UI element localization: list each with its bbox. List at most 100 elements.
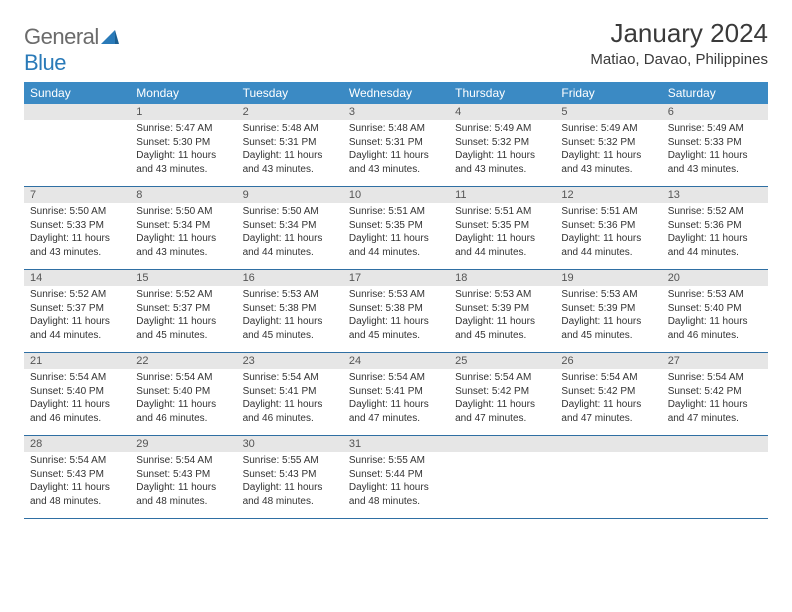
daylight-text: Daylight: 11 hours and 47 minutes. — [561, 398, 655, 425]
day-body: Sunrise: 5:54 AMSunset: 5:40 PMDaylight:… — [24, 369, 130, 435]
week-row: 21Sunrise: 5:54 AMSunset: 5:40 PMDayligh… — [24, 353, 768, 436]
day-body: Sunrise: 5:51 AMSunset: 5:35 PMDaylight:… — [343, 203, 449, 269]
week-row: 1Sunrise: 5:47 AMSunset: 5:30 PMDaylight… — [24, 104, 768, 187]
week-row: 7 Sunrise: 5:50 AMSunset: 5:33 PM Daylight… — [24, 187, 768, 270]
day-cell: 23Sunrise: 5:54 AMSunset: 5:41 PMDayligh… — [237, 353, 343, 436]
daylight-text: Daylight: 11 hours and 46 minutes. — [30, 398, 124, 425]
day-body: Sunrise: 5:55 AMSunset: 5:43 PMDaylight:… — [237, 452, 343, 518]
daylight-text: Daylight: 11 hours and 48 minutes. — [136, 481, 230, 508]
day-number: 17 — [343, 270, 449, 286]
day-body: Sunrise: 5:54 AMSunset: 5:43 PMDaylight:… — [24, 452, 130, 518]
day-body: Sunrise: 5:48 AMSunset: 5:31 PMDaylight:… — [343, 120, 449, 186]
day-label-sat: Saturday — [662, 82, 768, 104]
sunset-text: Sunset: 5:32 PM — [455, 136, 549, 150]
day-number: 7 — [24, 187, 130, 203]
day-body: Sunrise: 5:54 AMSunset: 5:41 PMDaylight:… — [237, 369, 343, 435]
daylight-text: Daylight: 11 hours and 44 minutes. — [455, 232, 549, 259]
day-cell: 22Sunrise: 5:54 AMSunset: 5:40 PMDayligh… — [130, 353, 236, 436]
day-number: 1 — [130, 104, 236, 120]
day-cell — [555, 436, 661, 519]
sunset-text: Sunset: 5:34 PM — [136, 219, 230, 233]
day-cell: 24Sunrise: 5:54 AMSunset: 5:41 PMDayligh… — [343, 353, 449, 436]
day-body: Sunrise: 5:54 AMSunset: 5:42 PMDaylight:… — [662, 369, 768, 435]
daylight-text: Daylight: 11 hours and 47 minutes. — [349, 398, 443, 425]
daylight-text: Daylight: 11 hours and 46 minutes. — [243, 398, 337, 425]
day-body — [24, 120, 130, 180]
sunrise-text: Sunrise: 5:54 AM — [30, 454, 124, 468]
sunrise-text: Sunrise: 5:54 AM — [136, 454, 230, 468]
sunrise-text: Sunrise: 5:48 AM — [349, 122, 443, 136]
sunrise-text: Sunrise: 5:53 AM — [668, 288, 762, 302]
sunset-text: Sunset: 5:42 PM — [561, 385, 655, 399]
sunset-text: Sunset: 5:33 PM — [30, 219, 124, 233]
day-number: 14 — [24, 270, 130, 286]
daylight-text: Daylight: 11 hours and 43 minutes. — [136, 149, 230, 176]
day-body — [555, 452, 661, 512]
daylight-text: Daylight: 11 hours and 46 minutes. — [668, 315, 762, 342]
day-body: Sunrise: 5:50 AMSunset: 5:34 PMDaylight:… — [237, 203, 343, 269]
page-header: GeneralBlue January 2024 Matiao, Davao, … — [24, 18, 768, 76]
day-cell: 19Sunrise: 5:53 AMSunset: 5:39 PMDayligh… — [555, 270, 661, 353]
sunrise-text: Sunrise: 5:50 AM — [30, 205, 124, 219]
sunrise-text: Sunrise: 5:54 AM — [243, 371, 337, 385]
day-cell: 8Sunrise: 5:50 AMSunset: 5:34 PMDaylight… — [130, 187, 236, 270]
sunrise-text: Sunrise: 5:54 AM — [136, 371, 230, 385]
daylight-text: Daylight: 11 hours and 45 minutes. — [136, 315, 230, 342]
day-cell: 9Sunrise: 5:50 AMSunset: 5:34 PMDaylight… — [237, 187, 343, 270]
sunset-text: Sunset: 5:31 PM — [243, 136, 337, 150]
day-label-thu: Thursday — [449, 82, 555, 104]
sunset-text: Sunset: 5:44 PM — [349, 468, 443, 482]
day-number: 8 — [130, 187, 236, 203]
daylight-text: Daylight: 11 hours and 44 minutes. — [30, 315, 124, 342]
sunset-text: Sunset: 5:38 PM — [349, 302, 443, 316]
sunrise-text: Sunrise: 5:53 AM — [243, 288, 337, 302]
sunset-text: Sunset: 5:38 PM — [243, 302, 337, 316]
day-cell: 18Sunrise: 5:53 AMSunset: 5:39 PMDayligh… — [449, 270, 555, 353]
day-body: Sunrise: 5:54 AMSunset: 5:40 PMDaylight:… — [130, 369, 236, 435]
sunset-text: Sunset: 5:41 PM — [243, 385, 337, 399]
sunrise-text: Sunrise: 5:54 AM — [349, 371, 443, 385]
sunset-text: Sunset: 5:43 PM — [136, 468, 230, 482]
sunset-text: Sunset: 5:34 PM — [243, 219, 337, 233]
sunset-text: Sunset: 5:39 PM — [455, 302, 549, 316]
day-cell: 5Sunrise: 5:49 AMSunset: 5:32 PMDaylight… — [555, 104, 661, 187]
day-number — [449, 436, 555, 452]
sunrise-text: Sunrise: 5:51 AM — [349, 205, 443, 219]
sunset-text: Sunset: 5:42 PM — [455, 385, 549, 399]
sunset-text: Sunset: 5:40 PM — [668, 302, 762, 316]
day-label-wed: Wednesday — [343, 82, 449, 104]
sunset-text: Sunset: 5:42 PM — [668, 385, 762, 399]
day-number: 2 — [237, 104, 343, 120]
day-cell: 11Sunrise: 5:51 AMSunset: 5:35 PMDayligh… — [449, 187, 555, 270]
daylight-text: Daylight: 11 hours and 47 minutes. — [668, 398, 762, 425]
daylight-text: Daylight: 11 hours and 45 minutes. — [455, 315, 549, 342]
brand-text-blue: Blue — [24, 50, 66, 75]
sunrise-text: Sunrise: 5:53 AM — [455, 288, 549, 302]
day-number: 4 — [449, 104, 555, 120]
sunrise-text: Sunrise: 5:55 AM — [349, 454, 443, 468]
sunrise-text: Sunrise: 5:53 AM — [349, 288, 443, 302]
day-cell: 7Sunrise: 5:50 AMSunset: 5:33 PMDaylight… — [24, 187, 130, 270]
day-number: 13 — [662, 187, 768, 203]
sunset-text: Sunset: 5:41 PM — [349, 385, 443, 399]
day-number: 23 — [237, 353, 343, 369]
daylight-text: Daylight: 11 hours and 43 minutes. — [668, 149, 762, 176]
sunset-text: Sunset: 5:36 PM — [561, 219, 655, 233]
sunset-text: Sunset: 5:36 PM — [668, 219, 762, 233]
sail-icon — [101, 24, 119, 50]
day-cell: 14Sunrise: 5:52 AMSunset: 5:37 PMDayligh… — [24, 270, 130, 353]
day-body: Sunrise: 5:49 AMSunset: 5:33 PMDaylight:… — [662, 120, 768, 186]
day-number: 28 — [24, 436, 130, 452]
brand-text-gray: General — [24, 24, 99, 49]
sunset-text: Sunset: 5:33 PM — [668, 136, 762, 150]
day-cell: 29Sunrise: 5:54 AMSunset: 5:43 PMDayligh… — [130, 436, 236, 519]
sunset-text: Sunset: 5:32 PM — [561, 136, 655, 150]
day-label-sun: Sunday — [24, 82, 130, 104]
calendar-table: Sunday Monday Tuesday Wednesday Thursday… — [24, 82, 768, 519]
day-body — [449, 452, 555, 512]
day-body: Sunrise: 5:53 AMSunset: 5:38 PMDaylight:… — [237, 286, 343, 352]
day-cell: 31Sunrise: 5:55 AMSunset: 5:44 PMDayligh… — [343, 436, 449, 519]
day-label-fri: Friday — [555, 82, 661, 104]
sunrise-text: Sunrise: 5:49 AM — [668, 122, 762, 136]
daylight-text: Daylight: 11 hours and 44 minutes. — [561, 232, 655, 259]
